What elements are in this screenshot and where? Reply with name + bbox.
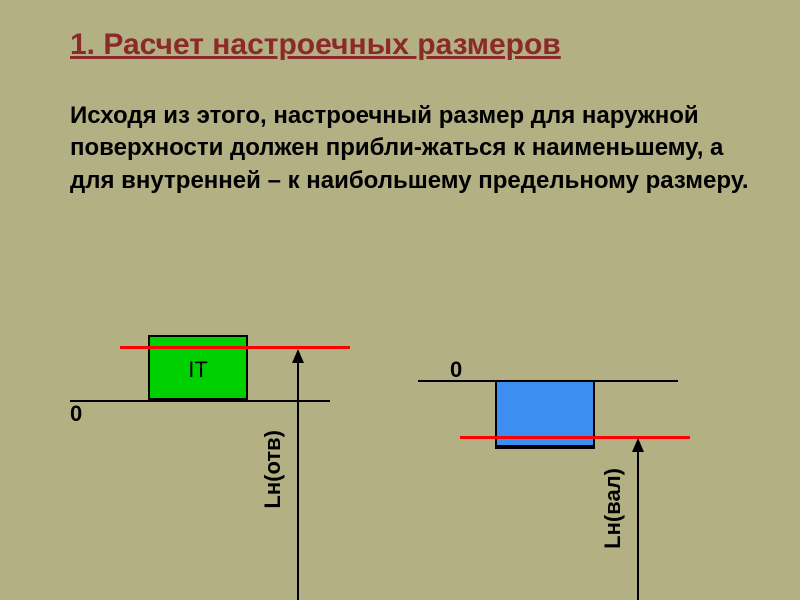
tolerance-box-it: IT (148, 335, 248, 400)
body-paragraph: Исходя из этого, настроечный размер для … (70, 100, 750, 197)
red-line-left (120, 346, 350, 349)
zero-label-left: 0 (70, 401, 82, 427)
bottom-line-right (495, 447, 595, 449)
arrow-label-left: Lн(отв) (260, 430, 286, 509)
arrow-shaft-left (297, 360, 299, 600)
section-title: 1. Расчет настроечных размеров (70, 28, 561, 62)
baseline-left (70, 400, 330, 402)
it-label: IT (188, 357, 208, 382)
top-line-left (148, 335, 248, 337)
zero-label-right: 0 (450, 357, 462, 383)
arrow-label-right: Lн(вал) (600, 468, 626, 549)
red-line-right (460, 436, 690, 439)
arrow-shaft-right (637, 450, 639, 600)
